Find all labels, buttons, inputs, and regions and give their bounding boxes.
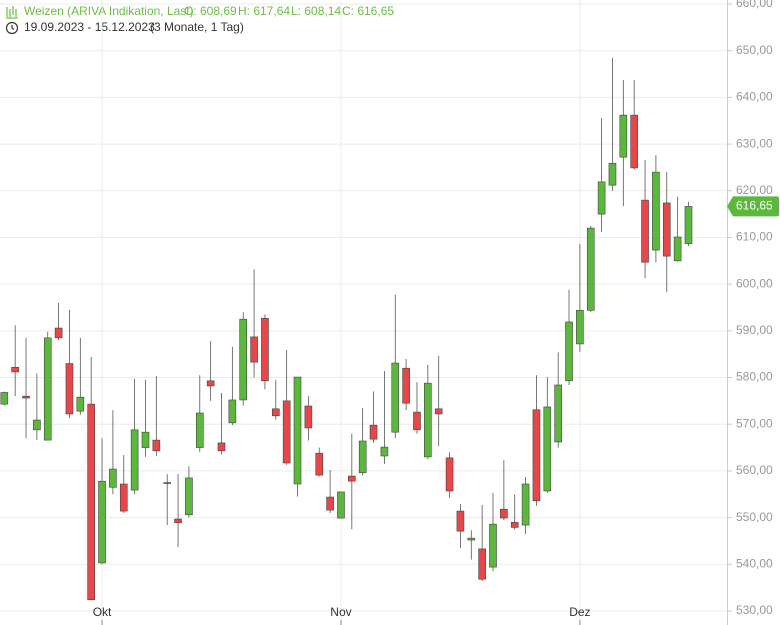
candle-body <box>456 510 465 532</box>
candle-body <box>304 405 313 429</box>
candle-body <box>0 392 9 405</box>
candle-body <box>641 199 649 263</box>
y-tick-label: 630,00 <box>736 136 773 150</box>
candle-body <box>195 412 204 448</box>
candle-body <box>532 409 541 502</box>
y-tick-label: 550,00 <box>736 510 773 524</box>
candle-body <box>43 337 52 441</box>
candle-body <box>282 400 291 464</box>
last-price-label: 616,65 <box>736 199 773 213</box>
clock-icon <box>5 21 19 35</box>
candle-body <box>619 114 628 158</box>
candle-body <box>76 396 85 412</box>
candle-body <box>185 477 193 516</box>
candle-body <box>206 380 215 387</box>
candle-body <box>380 446 389 457</box>
candle-body <box>130 429 139 491</box>
candle-body <box>630 114 638 169</box>
candle-body <box>152 439 161 452</box>
y-tick-label: 590,00 <box>736 323 773 337</box>
instrument-title: Weizen (ARIVA Indikation, Last) <box>24 4 194 18</box>
quote-high: H: 617,64 <box>238 4 290 18</box>
x-tick-label: Dez <box>569 605 590 619</box>
last-price-tag: 616,65 <box>727 196 779 217</box>
candle-body <box>250 336 258 363</box>
y-tick-label: 540,00 <box>736 556 773 570</box>
x-tick-label: Okt <box>93 605 112 619</box>
candle-body <box>141 431 150 448</box>
header: Weizen (ARIVA Indikation, Last) O: 608,6… <box>5 4 394 35</box>
candle-body <box>293 376 302 485</box>
quote-low: L: 608,14 <box>291 4 341 18</box>
candle-body <box>369 424 378 440</box>
candle-body <box>673 236 682 262</box>
last-price-background <box>727 196 779 217</box>
candle-body <box>445 457 454 492</box>
quote-open: O: 608,69 <box>184 4 237 18</box>
candle-body <box>337 491 345 519</box>
candle-body <box>652 171 660 251</box>
candle-body <box>228 399 237 424</box>
candle-body <box>413 411 421 431</box>
candle-body <box>33 419 41 431</box>
candle-body <box>565 321 573 382</box>
candle-body <box>424 382 432 458</box>
candle-body <box>402 367 410 404</box>
candle-body <box>174 518 182 524</box>
grid <box>0 0 727 620</box>
y-tick-label: 530,00 <box>736 603 773 617</box>
candle-body <box>119 483 128 512</box>
y-tick-label: 650,00 <box>736 43 773 57</box>
candle-body <box>22 395 30 399</box>
candle-body <box>315 452 324 476</box>
candle-body <box>662 202 671 257</box>
candle-body <box>684 206 693 244</box>
candle-body <box>500 508 508 519</box>
candle-body <box>489 523 497 568</box>
y-tick-label: 580,00 <box>736 370 773 384</box>
candle-body <box>261 317 269 382</box>
candle-body <box>510 521 519 528</box>
candle-body <box>434 408 443 415</box>
candle-body <box>348 475 356 482</box>
candle-body <box>554 384 562 443</box>
period: (3 Monate, 1 Tag) <box>150 20 244 34</box>
y-tick-label: 600,00 <box>736 276 773 290</box>
y-tick-label: 570,00 <box>736 416 773 430</box>
candle-body <box>478 548 486 580</box>
candle-body <box>586 227 595 311</box>
candle-body <box>576 310 584 345</box>
candle-body <box>358 440 367 474</box>
candle-body <box>391 362 400 433</box>
candle-body <box>54 327 63 339</box>
candle-body <box>543 406 552 492</box>
y-tick-label: 660,00 <box>736 0 773 10</box>
candle-body <box>109 468 117 488</box>
quote-close: C: 616,65 <box>342 4 394 18</box>
candle-body <box>271 408 280 417</box>
candle-body <box>87 403 95 601</box>
x-tick-label: Nov <box>330 605 351 619</box>
candle-body <box>65 363 74 415</box>
candle-body <box>326 496 334 511</box>
date-range: 19.09.2023 - 15.12.2023 <box>24 20 155 34</box>
y-tick-label: 610,00 <box>736 230 773 244</box>
y-tick-label: 560,00 <box>736 463 773 477</box>
candle-body <box>608 162 617 186</box>
candle-body <box>521 483 530 526</box>
y-tick-label: 640,00 <box>736 90 773 104</box>
y-tick-label: 620,00 <box>736 183 773 197</box>
candle-body <box>597 181 606 215</box>
candle-body <box>163 482 171 484</box>
candle-body <box>98 480 106 564</box>
candle-body <box>217 442 226 452</box>
candle-body <box>467 537 476 541</box>
candle-body <box>11 366 19 373</box>
candle-body <box>239 318 248 401</box>
chart-icon <box>6 6 18 19</box>
